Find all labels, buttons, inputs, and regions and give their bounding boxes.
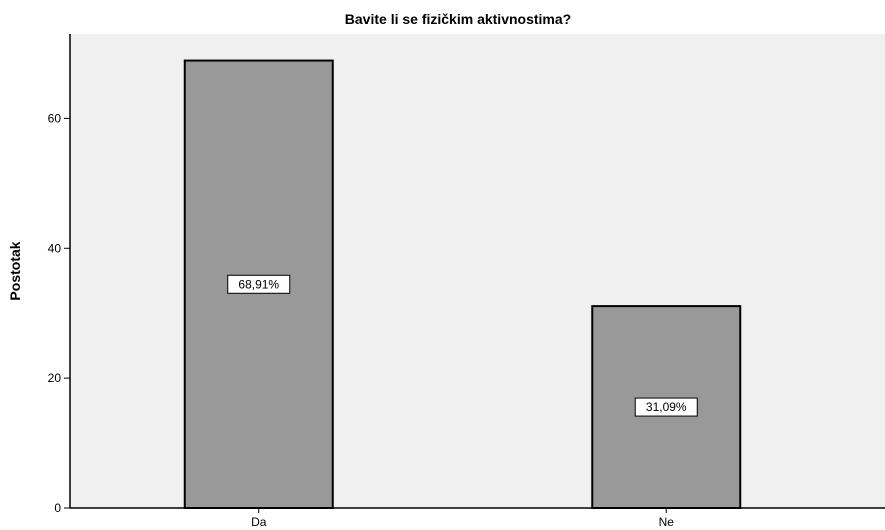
y-tick-label: 0 <box>54 501 61 515</box>
data-label: 68,91% <box>238 277 279 291</box>
y-tick-label: 40 <box>48 241 62 255</box>
data-label: 31,09% <box>646 400 687 414</box>
x-tick-label: Da <box>251 515 267 529</box>
chart-title: Bavite li se fizičkim aktivnostima? <box>345 11 571 27</box>
y-tick-label: 20 <box>48 371 62 385</box>
data-label-box <box>634 397 698 417</box>
x-tick-label: Ne <box>659 515 675 529</box>
data-label-box <box>227 274 291 294</box>
y-tick-label: 60 <box>48 111 62 125</box>
y-axis-label: Postotak <box>7 241 23 300</box>
